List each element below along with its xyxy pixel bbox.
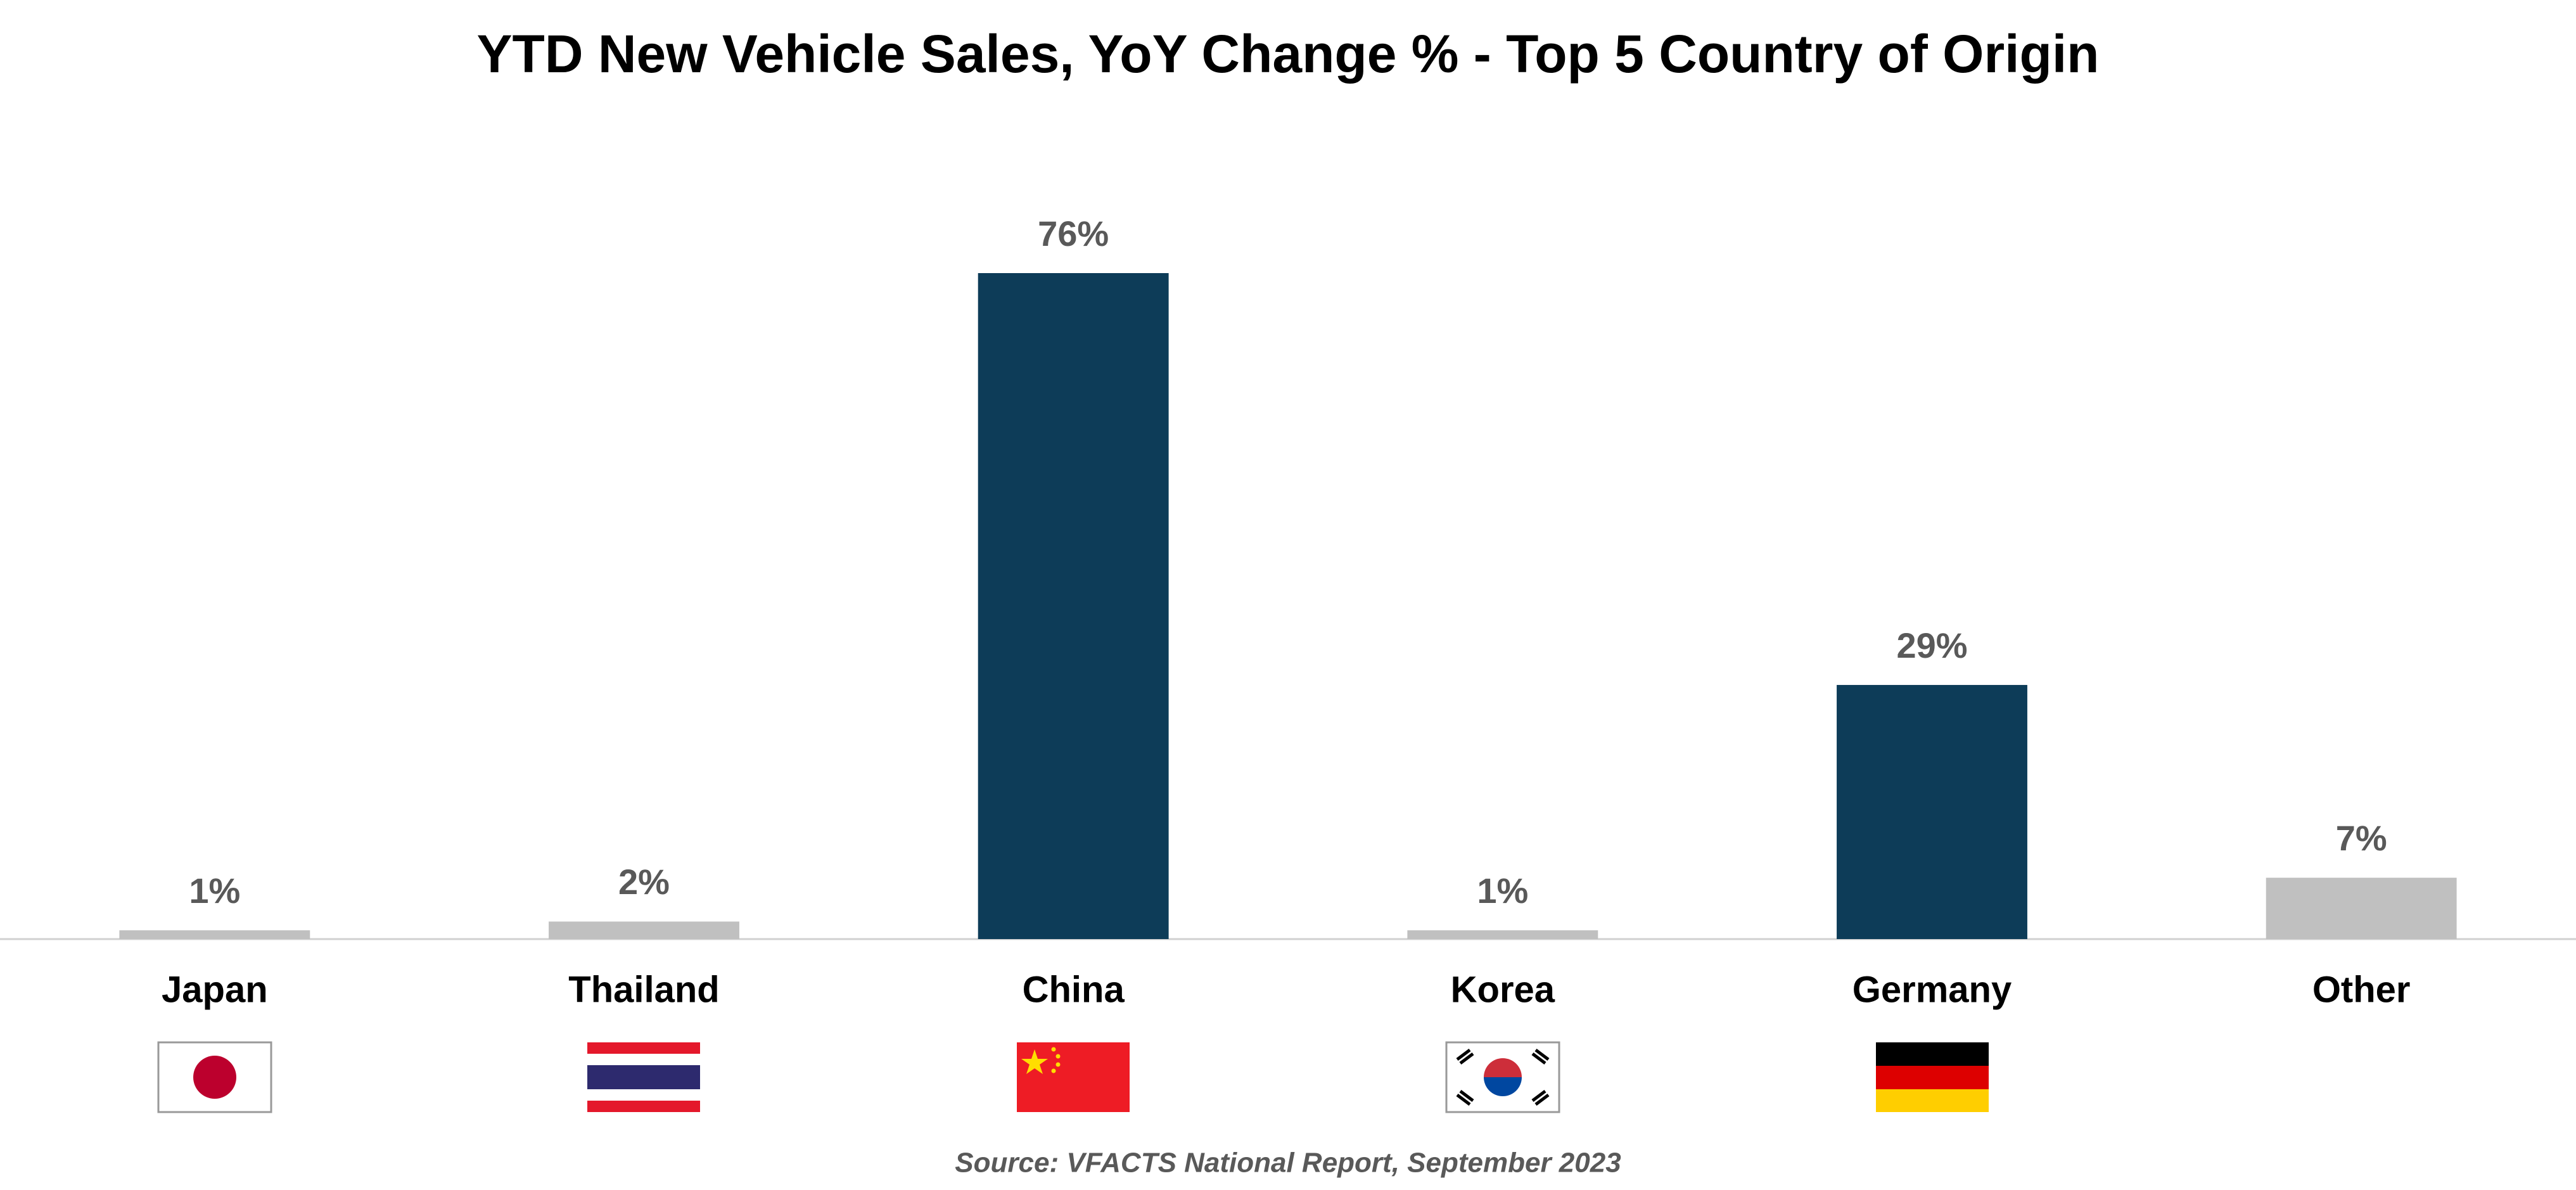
x-tick-label: Korea: [1451, 969, 1555, 1010]
flag-germany: [1876, 1042, 1989, 1112]
flag-japan: [157, 1041, 272, 1113]
source-note: Source: VFACTS National Report, Septembe…: [955, 1148, 1621, 1179]
bar: [1837, 684, 2027, 939]
flag-china: [1017, 1042, 1130, 1112]
bar: [549, 921, 739, 939]
bar: [119, 930, 310, 939]
x-tick-label: Thailand: [568, 969, 719, 1010]
bar: [978, 273, 1169, 939]
x-tick-label: Other: [2312, 969, 2411, 1010]
bar: [1407, 930, 1598, 939]
value-label: 76%: [1038, 214, 1109, 253]
value-label: 1%: [1477, 871, 1528, 911]
flag-korea: [1445, 1041, 1560, 1113]
value-label: 29%: [1896, 625, 1967, 665]
x-tick-label: Germany: [1852, 969, 2012, 1010]
value-label: 7%: [2336, 818, 2387, 858]
chart-title: YTD New Vehicle Sales, YoY Change % - To…: [477, 24, 2100, 84]
bar: [2266, 878, 2457, 939]
flag-thailand: [587, 1042, 700, 1112]
value-label: 2%: [618, 862, 670, 902]
value-label: 1%: [189, 871, 240, 911]
x-tick-label: China: [1023, 969, 1125, 1010]
x-tick-label: Japan: [162, 969, 268, 1010]
